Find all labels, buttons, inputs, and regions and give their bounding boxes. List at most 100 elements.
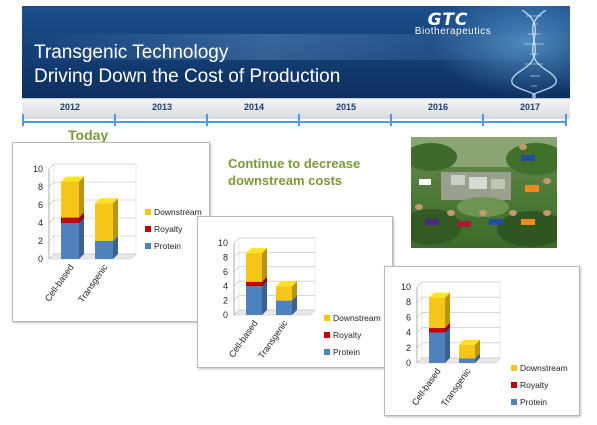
- legend-label-royalty: Royalty: [520, 380, 549, 390]
- message-line2: downstream costs: [228, 173, 343, 188]
- bar-side: [292, 281, 297, 301]
- y-tick-label: 8: [223, 252, 228, 262]
- timeline-year-2012: 2012: [59, 102, 81, 112]
- bar-segment-protein-0: [429, 327, 450, 363]
- bar-front: [246, 281, 262, 287]
- bar-side: [79, 212, 84, 223]
- bar-top: [429, 292, 450, 298]
- slide-title-line1: Transgenic Technology: [34, 42, 229, 63]
- legend-label-royalty: Royalty: [333, 330, 362, 340]
- gridline-side: [48, 253, 55, 260]
- y-tick-label: 6: [38, 200, 43, 210]
- x-category-label: Cell-based: [410, 366, 443, 407]
- timeline-year-2016: 2016: [427, 102, 449, 112]
- timeline-tick: [206, 114, 208, 126]
- today-label: Today: [68, 127, 109, 143]
- bar-front: [429, 328, 445, 333]
- bar-side: [445, 292, 450, 329]
- gridline-side: [416, 342, 423, 349]
- y-tick-label: 6: [223, 267, 228, 277]
- bar-front: [429, 297, 445, 329]
- timeline-year-2013: 2013: [151, 102, 173, 112]
- gridline-side: [233, 266, 240, 273]
- timeline-tick: [565, 114, 567, 126]
- bar-front: [61, 181, 79, 218]
- bar-side: [113, 236, 118, 259]
- bar-segment-downstream-0: [246, 248, 267, 282]
- y-tick-label: 2: [38, 236, 43, 246]
- legend-swatch-royalty: [324, 332, 330, 338]
- timeline-tick: [114, 114, 116, 126]
- chart-panel-today: 0 2 4 6 8 10 Cell-based Transgenic Downstream Roy…: [12, 142, 210, 322]
- bar-side: [262, 248, 267, 282]
- gridline-side: [233, 309, 240, 316]
- timeline-tick: [390, 114, 392, 126]
- farm-photo-illustration: [411, 137, 557, 247]
- bar-side: [475, 353, 480, 363]
- message-text: Continue to decrease downstream costs: [228, 155, 408, 189]
- banner-streak: [22, 34, 570, 60]
- bar-segment-downstream-1: [459, 339, 480, 359]
- legend-label-protein: Protein: [154, 241, 181, 251]
- timeline-year-2015: 2015: [335, 102, 357, 112]
- x-category-label: Transgenic: [256, 318, 290, 360]
- gridline-side: [48, 199, 55, 206]
- legend-swatch-downstream: [511, 365, 517, 371]
- gridline-side: [416, 327, 423, 333]
- x-category-label: Cell-based: [227, 318, 260, 359]
- timeline-year-2014: 2014: [243, 102, 265, 112]
- bar-top: [459, 339, 480, 345]
- legend-label-downstream: Downstream: [333, 313, 381, 323]
- bar-segment-downstream-1: [95, 198, 118, 241]
- y-tick-label: 8: [406, 297, 411, 307]
- bar-side: [79, 176, 84, 218]
- legend-label-downstream: Downstream: [520, 363, 568, 373]
- y-tick-label: 10: [401, 282, 411, 292]
- y-tick-label: 0: [223, 310, 228, 320]
- bar-side: [445, 327, 450, 363]
- gridline-side: [233, 280, 240, 287]
- timeline-year-2017: 2017: [519, 102, 541, 112]
- chart-today: 0 2 4 6 8 10 Cell-based Transgenic Downstream Roy…: [33, 163, 202, 304]
- y-tick-label: 4: [406, 328, 411, 338]
- bar-front: [429, 332, 445, 363]
- gridline-side: [416, 312, 423, 318]
- y-tick-label: 2: [406, 343, 411, 353]
- bar-front: [459, 344, 475, 359]
- timeline-bar: [22, 98, 570, 119]
- timeline-tick: [482, 114, 484, 126]
- bar-front: [276, 300, 292, 315]
- bar-side: [262, 276, 267, 287]
- gridline-side: [48, 181, 55, 188]
- gridline-side: [233, 252, 240, 258]
- bar-front: [276, 286, 292, 301]
- gridline-side: [233, 237, 240, 244]
- y-tick-label: 2: [223, 296, 228, 306]
- company-logo: GTC: [427, 10, 469, 30]
- legend-swatch-protein: [145, 243, 151, 249]
- gridline-side: [233, 295, 240, 301]
- bar-side: [79, 218, 84, 259]
- legend-swatch-downstream: [324, 315, 330, 321]
- bar-front: [61, 223, 79, 259]
- slide-title-line2: Driving Down the Cost of Production: [34, 66, 341, 87]
- bar-segment-protein-0: [61, 218, 84, 259]
- timeline-tick: [298, 114, 300, 126]
- chart-panel-mid: 0 2 4 6 8 10 Cell-based Transgenic Downstream Roy…: [197, 216, 393, 368]
- banner-glow: [430, 6, 570, 98]
- gridline-side: [48, 217, 55, 224]
- bar-front: [246, 286, 262, 315]
- y-tick-label: 6: [406, 312, 411, 322]
- legend-swatch-downstream: [145, 209, 151, 215]
- legend-label-downstream: Downstream: [154, 207, 202, 217]
- timeline-tick: [22, 114, 24, 126]
- bar-front: [95, 241, 113, 259]
- bar-side: [475, 339, 480, 359]
- chart-panel-future: 0 2 4 6 8 10 Cell-based Transgenic Downstream Roy…: [384, 266, 580, 416]
- gridline-side: [416, 296, 423, 303]
- bar-front: [61, 217, 79, 223]
- timeline-line: [22, 121, 567, 123]
- y-tick-label: 8: [38, 182, 43, 192]
- bar-front: [95, 203, 113, 241]
